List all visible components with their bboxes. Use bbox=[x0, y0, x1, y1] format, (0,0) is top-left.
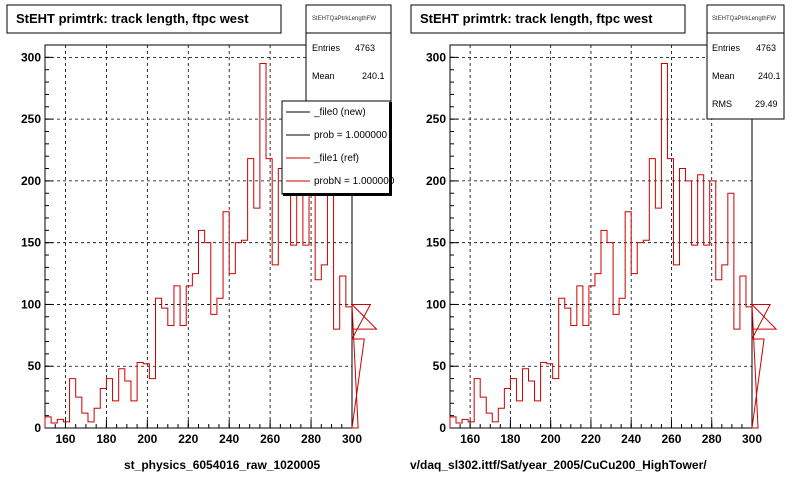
right-stats-box: StEHTQaPtrkLengthFW Entries 4763 Mean 24… bbox=[706, 4, 785, 120]
right-title-box bbox=[410, 4, 686, 34]
legend-label-file1: _file1 (ref) bbox=[313, 153, 359, 164]
y-tick-label: 250 bbox=[426, 112, 446, 126]
y-tick-label: 200 bbox=[21, 174, 41, 188]
right-rms-value: 29.49 bbox=[755, 99, 778, 109]
right-rms-label: RMS bbox=[712, 99, 732, 109]
left-plot-area: 160 180 200 220 240 260 280 300 0 50 100 150 200 250 3… bbox=[21, 44, 378, 446]
y-tick-label: 250 bbox=[21, 112, 41, 126]
left-title-box bbox=[6, 4, 282, 34]
x-tick-label: 220 bbox=[581, 432, 601, 446]
y-tick-label: 50 bbox=[28, 359, 42, 373]
right-entries-label: Entries bbox=[712, 43, 741, 53]
left-xlabel: st_physics_6054016_raw_1020005 bbox=[124, 458, 320, 472]
x-tick-label: 240 bbox=[219, 432, 239, 446]
y-tick-label: 300 bbox=[21, 50, 41, 64]
left-legend: _file0 (new) prob = 1.000000 _file1 (ref… bbox=[281, 100, 395, 196]
right-mean-value: 240.1 bbox=[758, 71, 781, 81]
x-tick-label: 200 bbox=[137, 432, 157, 446]
x-tick-label: 160 bbox=[55, 432, 75, 446]
histogram-series--file1-ref- bbox=[449, 63, 778, 429]
x-tick-label: 180 bbox=[500, 432, 520, 446]
histogram-series--file1-ref- bbox=[44, 63, 378, 429]
right-entries-value: 4763 bbox=[756, 43, 776, 53]
y-tick-label: 200 bbox=[426, 174, 446, 188]
y-tick-label: 100 bbox=[426, 297, 446, 311]
y-tick-label: 150 bbox=[426, 236, 446, 250]
y-tick-label: 50 bbox=[433, 359, 447, 373]
right-histogram-panel: StEHT primtrk: track length, ftpc west v… bbox=[410, 4, 707, 472]
x-tick-label: 280 bbox=[702, 432, 722, 446]
x-tick-label: 280 bbox=[301, 432, 321, 446]
left-stats-name: StEHTQaPtrkLengthFW bbox=[312, 16, 376, 22]
y-tick-label: 100 bbox=[21, 297, 41, 311]
x-tick-label: 200 bbox=[541, 432, 561, 446]
y-tick-label: 300 bbox=[426, 50, 446, 64]
right-title: StEHT primtrk: track length, ftpc west bbox=[420, 11, 653, 26]
x-tick-label: 160 bbox=[460, 432, 480, 446]
right-stats-name: StEHTQaPtrkLengthFW bbox=[712, 16, 776, 22]
x-tick-label: 240 bbox=[621, 432, 641, 446]
x-tick-label: 260 bbox=[260, 432, 280, 446]
right-plot-area: 160 180 200 220 240 260 280 300 0 50 100 150 200 250 3… bbox=[426, 44, 778, 446]
x-tick-label: 180 bbox=[96, 432, 116, 446]
right-xlabel: v/daq_sl302.ittf/Sat/year_2005/CuCu200_H… bbox=[410, 458, 707, 472]
left-entries-label: Entries bbox=[312, 43, 341, 53]
x-tick-label: 300 bbox=[742, 432, 762, 446]
x-tick-label: 260 bbox=[661, 432, 681, 446]
y-tick-label: 0 bbox=[439, 421, 446, 435]
left-entries-value: 4763 bbox=[355, 43, 375, 53]
left-mean-label: Mean bbox=[312, 71, 335, 81]
y-tick-label: 0 bbox=[34, 421, 41, 435]
right-mean-label: Mean bbox=[712, 71, 735, 81]
left-title: StEHT primtrk: track length, ftpc west bbox=[16, 11, 249, 26]
legend-label-prob: prob = 1.000000 bbox=[314, 130, 388, 141]
left-mean-value: 240.1 bbox=[362, 71, 385, 81]
x-tick-label: 300 bbox=[342, 432, 362, 446]
left-histogram-panel: StEHT primtrk: track length, ftpc west s… bbox=[6, 4, 320, 472]
x-tick-label: 220 bbox=[178, 432, 198, 446]
legend-label-file0: _file0 (new) bbox=[313, 107, 366, 118]
legend-label-probN: probN = 1.000000 bbox=[314, 176, 395, 187]
y-tick-label: 150 bbox=[21, 236, 41, 250]
